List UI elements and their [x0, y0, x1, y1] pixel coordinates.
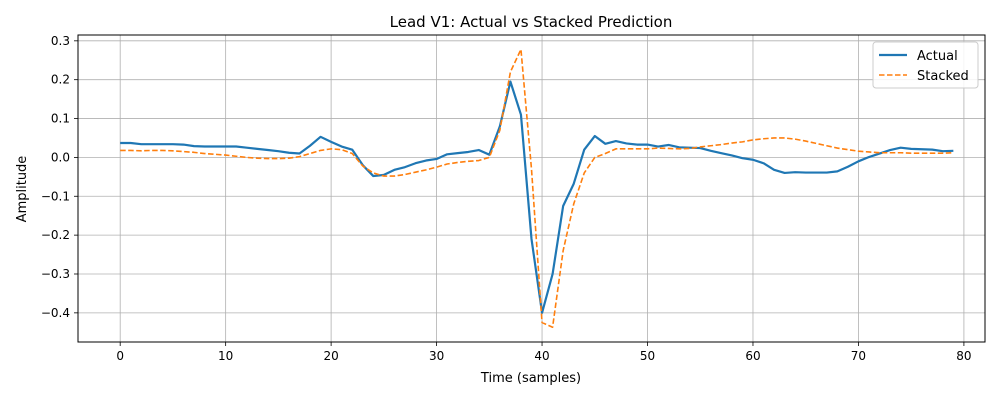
legend-box [872, 41, 979, 89]
y-tick-label: 0.0 [51, 150, 70, 164]
legend-label-actual: Actual [917, 49, 958, 64]
x-tick-label: 80 [956, 349, 971, 363]
y-tick-label: −0.2 [41, 228, 70, 242]
y-tick-label: 0.3 [51, 34, 70, 48]
x-tick-label: 40 [534, 349, 549, 363]
x-tick-label: 0 [116, 349, 124, 363]
y-tick-label: 0.1 [51, 112, 70, 126]
legend-label-stacked: Stacked [917, 69, 969, 84]
x-tick-label: 70 [851, 349, 866, 363]
y-tick-label: −0.3 [41, 267, 70, 281]
x-tick-label: 20 [323, 349, 338, 363]
x-tick-label: 60 [745, 349, 760, 363]
plot-frame [77, 34, 986, 343]
y-axis-title: Amplitude [15, 156, 30, 223]
x-tick-label: 50 [640, 349, 655, 363]
chart-title: Lead V1: Actual vs Stacked Prediction [390, 13, 673, 31]
x-tick-label: 10 [218, 349, 233, 363]
grid [78, 35, 985, 342]
series-lines [120, 48, 954, 329]
x-tick-label: 30 [429, 349, 444, 363]
x-axis-title: Time (samples) [480, 371, 581, 386]
axis-ticks: 0 10 20 30 40 50 60 70 80 0.3 0.2 0.1 0.0 −0.1 −0.2 −0.… [41, 34, 972, 363]
y-tick-label: −0.4 [41, 306, 70, 320]
y-tick-label: −0.1 [41, 189, 70, 203]
y-tick-label: 0.2 [51, 73, 70, 87]
legend: Actual Stacked [872, 41, 979, 89]
series-line-actual [120, 80, 954, 314]
series-line-stacked [120, 48, 954, 329]
